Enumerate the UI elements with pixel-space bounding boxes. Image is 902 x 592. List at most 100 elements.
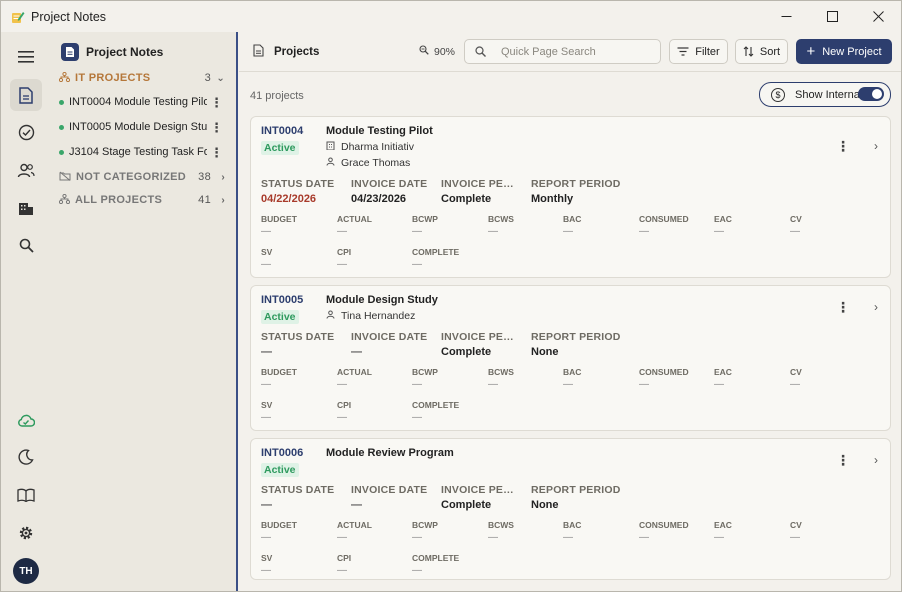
person-icon — [326, 310, 335, 322]
complete-value: — — [412, 565, 422, 576]
bcws-label: BCWS — [488, 520, 514, 530]
toolbar: Projects 90% Filter — [239, 32, 901, 72]
sidebar-item-int0004[interactable]: INT0004 Module Testing Pilot ⋮ — [59, 92, 229, 112]
project-card[interactable]: INT0005 Module Design Study Active Tina … — [250, 285, 891, 431]
plus-icon: + — [806, 43, 816, 60]
search-input[interactable] — [501, 45, 660, 58]
group-count: 41 — [198, 194, 211, 206]
report-period-label: REPORT PERIOD — [531, 178, 621, 190]
more-vertical-icon[interactable]: ⋮ — [836, 138, 850, 154]
people-icon[interactable] — [10, 154, 42, 186]
consumed-value: — — [639, 379, 649, 390]
sv-label: SV — [261, 400, 273, 410]
group-it-projects[interactable]: IT PROJECTS 3 ⌄ — [58, 69, 229, 87]
show-internal-toggle[interactable]: $ Show Internal — [759, 82, 891, 107]
status-date-label: STATUS DATE — [261, 484, 335, 496]
tasks-check-icon[interactable] — [10, 116, 42, 148]
cpi-value: — — [337, 565, 347, 576]
chevron-right-icon[interactable]: › — [874, 139, 878, 153]
notes-icon[interactable] — [10, 79, 42, 111]
bcws-value: — — [488, 226, 498, 237]
invoice-date-label: INVOICE DATE — [351, 484, 428, 496]
zoom-control[interactable]: 90% — [419, 45, 455, 58]
project-card[interactable]: INT0004 Module Testing Pilot Active Dhar… — [250, 116, 891, 278]
group-not-categorized[interactable]: NOT CATEGORIZED 38 › — [59, 168, 229, 186]
page-title-text: Projects — [274, 46, 320, 58]
status-badge: Active — [261, 141, 299, 155]
title-bar: Project Notes — [1, 1, 901, 32]
sidebar-item-label: J3104 Stage Testing Task Force — [69, 146, 207, 158]
person-icon — [326, 157, 335, 169]
cpi-label: CPI — [337, 400, 352, 410]
invoice-date-label: INVOICE DATE — [351, 331, 428, 343]
active-dot — [59, 99, 64, 105]
eac-value: — — [714, 532, 724, 543]
chevron-right-icon[interactable]: › — [874, 300, 878, 314]
cv-label: CV — [790, 520, 802, 530]
dollar-icon: $ — [771, 87, 785, 102]
more-vertical-icon[interactable]: ⋮ — [210, 94, 223, 110]
nav-rail: TH — [1, 32, 51, 591]
group-label: IT PROJECTS — [75, 72, 151, 84]
cpi-label: CPI — [337, 553, 352, 563]
manager-line: Grace Thomas — [326, 157, 410, 169]
bcwp-label: BCWP — [412, 214, 438, 224]
app-logo-icon — [11, 10, 25, 24]
complete-value: — — [412, 259, 422, 270]
new-project-button[interactable]: + New Project — [796, 39, 892, 64]
page-title: Projects — [253, 44, 319, 60]
project-card[interactable]: INT0006 Module Review Program Active ⋮ ›… — [250, 438, 891, 580]
minimize-button[interactable] — [763, 1, 809, 32]
group-all-projects[interactable]: ALL PROJECTS 41 › — [58, 191, 229, 209]
invoice-period-value: Complete — [441, 346, 492, 358]
cv-label: CV — [790, 367, 802, 377]
actual-value: — — [337, 379, 347, 390]
toggle-switch[interactable] — [858, 87, 884, 101]
book-icon[interactable] — [10, 479, 42, 511]
more-vertical-icon[interactable]: ⋮ — [210, 119, 223, 135]
chevron-right-icon[interactable]: › — [874, 453, 878, 467]
eac-label: EAC — [714, 367, 732, 377]
invoice-date-value: — — [351, 346, 362, 358]
bcwp-value: — — [412, 379, 422, 390]
moon-icon[interactable] — [10, 441, 42, 473]
project-code[interactable]: INT0004 — [261, 125, 304, 137]
status-badge: Active — [261, 310, 299, 324]
project-code[interactable]: INT0005 — [261, 294, 304, 306]
invoice-date-label: INVOICE DATE — [351, 178, 428, 190]
invoice-period-label: INVOICE PERIOD — [441, 178, 519, 190]
bcws-label: BCWS — [488, 214, 514, 224]
group-count: 3 — [204, 72, 211, 84]
status-date-label: STATUS DATE — [261, 178, 335, 190]
filter-button[interactable]: Filter — [669, 39, 728, 64]
maximize-button[interactable] — [809, 1, 855, 32]
status-date-value: 04/22/2026 — [261, 193, 317, 205]
budget-label: BUDGET — [261, 214, 297, 224]
sidebar-item-int0005[interactable]: INT0005 Module Design Study ⋮ — [59, 117, 229, 137]
search-icon[interactable] — [10, 229, 42, 261]
settings-gear-icon[interactable] — [10, 517, 42, 549]
user-avatar[interactable]: TH — [13, 558, 39, 584]
bcws-value: — — [488, 532, 498, 543]
quick-search[interactable] — [464, 39, 661, 64]
invoice-period-label: INVOICE PERIOD — [441, 484, 519, 496]
eac-label: EAC — [714, 214, 732, 224]
cpi-value: — — [337, 259, 347, 270]
menu-icon[interactable] — [10, 41, 42, 73]
close-button[interactable] — [855, 1, 901, 32]
more-vertical-icon[interactable]: ⋮ — [836, 452, 850, 468]
bac-label: BAC — [563, 520, 582, 530]
sort-button[interactable]: Sort — [735, 39, 788, 64]
report-period-label: REPORT PERIOD — [531, 331, 621, 343]
window-title: Project Notes — [31, 9, 107, 24]
buildings-icon[interactable] — [10, 192, 42, 224]
sidebar-item-j3104[interactable]: J3104 Stage Testing Task Force ⋮ — [59, 142, 229, 162]
bac-value: — — [563, 379, 573, 390]
more-vertical-icon[interactable]: ⋮ — [210, 144, 223, 160]
more-vertical-icon[interactable]: ⋮ — [836, 299, 850, 315]
cloud-sync-icon[interactable] — [10, 404, 42, 436]
project-code[interactable]: INT0006 — [261, 447, 304, 459]
sidebar-item-label: INT0004 Module Testing Pilot — [69, 96, 207, 108]
manager-line: Tina Hernandez — [326, 310, 415, 322]
bcwp-label: BCWP — [412, 520, 438, 530]
